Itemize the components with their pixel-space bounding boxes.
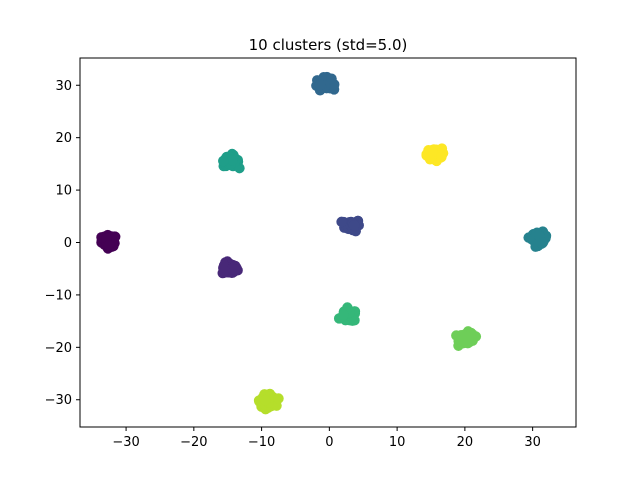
- scatter-point: [218, 155, 229, 167]
- cluster-2: [336, 215, 364, 237]
- cluster-1: [217, 256, 243, 279]
- scatter-point: [461, 337, 472, 348]
- x-tick-label: −20: [180, 435, 207, 450]
- chart-title: 10 clusters (std=5.0): [249, 36, 408, 54]
- y-tick-label: −30: [45, 393, 72, 408]
- scatter-point: [273, 393, 284, 404]
- scatter-point: [436, 151, 447, 163]
- cluster-4: [523, 226, 552, 252]
- plot-frame: [79, 57, 577, 428]
- y-axis: −30 −20 −10 0 10 20 30: [45, 79, 80, 408]
- x-tick-label: 10: [389, 435, 406, 450]
- cluster-0: [96, 229, 121, 254]
- cluster-9: [421, 143, 449, 167]
- scatter-point: [537, 237, 549, 248]
- y-tick-label: −20: [45, 341, 72, 356]
- scatter-point: [227, 155, 238, 166]
- y-tick-label: 30: [55, 79, 72, 94]
- scatter-point: [326, 73, 337, 84]
- points-layer: [96, 71, 552, 415]
- y-tick-label: −10: [45, 288, 72, 303]
- cluster-7: [451, 326, 482, 351]
- scatter-point: [103, 240, 115, 251]
- cluster-5: [218, 148, 245, 174]
- cluster-8: [253, 388, 284, 415]
- x-tick-label: −10: [248, 435, 275, 450]
- scatter-point: [348, 220, 360, 231]
- scatter-point: [427, 146, 438, 158]
- scatter-point: [349, 315, 360, 326]
- scatter-point: [229, 264, 240, 275]
- x-tick-label: 20: [457, 435, 474, 450]
- x-tick-label: −30: [112, 435, 139, 450]
- y-tick-label: 10: [55, 184, 72, 199]
- cluster-6: [333, 302, 361, 326]
- cluster-3: [311, 71, 340, 96]
- scatter-point: [315, 79, 326, 91]
- y-tick-label: 0: [64, 236, 72, 251]
- scatter-point: [338, 309, 349, 320]
- scatter-point: [259, 394, 271, 406]
- y-tick-label: 20: [55, 131, 72, 146]
- x-tick-label: 0: [325, 435, 333, 450]
- scatter-point: [336, 216, 347, 228]
- x-tick-label: 30: [524, 435, 541, 450]
- x-axis: −30 −20 −10 0 10 20 30: [112, 427, 541, 450]
